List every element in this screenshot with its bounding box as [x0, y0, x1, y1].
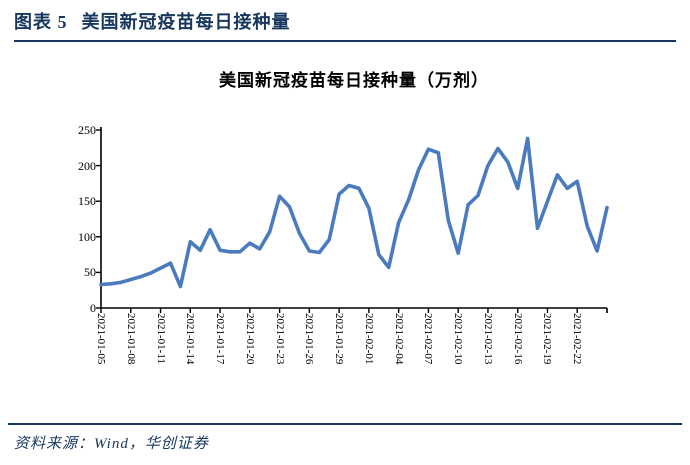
x-tick-label: 2021-02-22 [571, 313, 584, 365]
y-tick-label: 250 [78, 123, 96, 137]
source-note: 资料来源：Wind，华创证券 [14, 436, 209, 452]
x-tick-label: 2021-02-10 [452, 313, 465, 365]
vaccination-series-line [99, 136, 609, 289]
x-tick-label: 2021-01-14 [184, 313, 197, 365]
exhibit-header: 图表 5 美国新冠疫苗每日接种量 [14, 8, 676, 34]
x-tick-label: 2021-02-13 [481, 313, 494, 365]
x-tick-label: 2021-01-08 [124, 313, 137, 365]
x-tick-label: 2021-01-17 [214, 313, 227, 365]
x-tick-label: 2021-02-07 [422, 313, 435, 365]
x-tick-label: 2021-01-26 [303, 313, 316, 365]
x-tick-label: 2021-02-01 [362, 313, 375, 365]
footer-rule [8, 423, 682, 425]
header-rule [14, 40, 676, 42]
x-tick-label: 2021-02-04 [392, 313, 405, 365]
axes [96, 127, 608, 313]
y-tick-label: 100 [78, 229, 96, 244]
x-tick-label: 2021-01-11 [154, 313, 167, 364]
x-tick-label: 2021-02-19 [541, 313, 554, 365]
exhibit-title: 美国新冠疫苗每日接种量 [81, 12, 291, 32]
x-tick-label: 2021-02-16 [511, 313, 524, 365]
x-tick-label: 2021-01-20 [243, 313, 256, 365]
x-tick-label: 2021-01-05 [95, 313, 107, 365]
x-tick-label: 2021-01-29 [333, 313, 346, 365]
y-tick-label: 50 [84, 265, 96, 280]
chart-title: 美国新冠疫苗每日接种量（万剂） [219, 71, 489, 90]
x-tick-label: 2021-01-23 [273, 313, 286, 365]
exhibit-label: 图表 5 [14, 12, 68, 32]
y-tick-label: 200 [78, 158, 96, 173]
y-tick-label: 150 [78, 194, 96, 209]
y-tick-label: 0 [90, 301, 96, 315]
